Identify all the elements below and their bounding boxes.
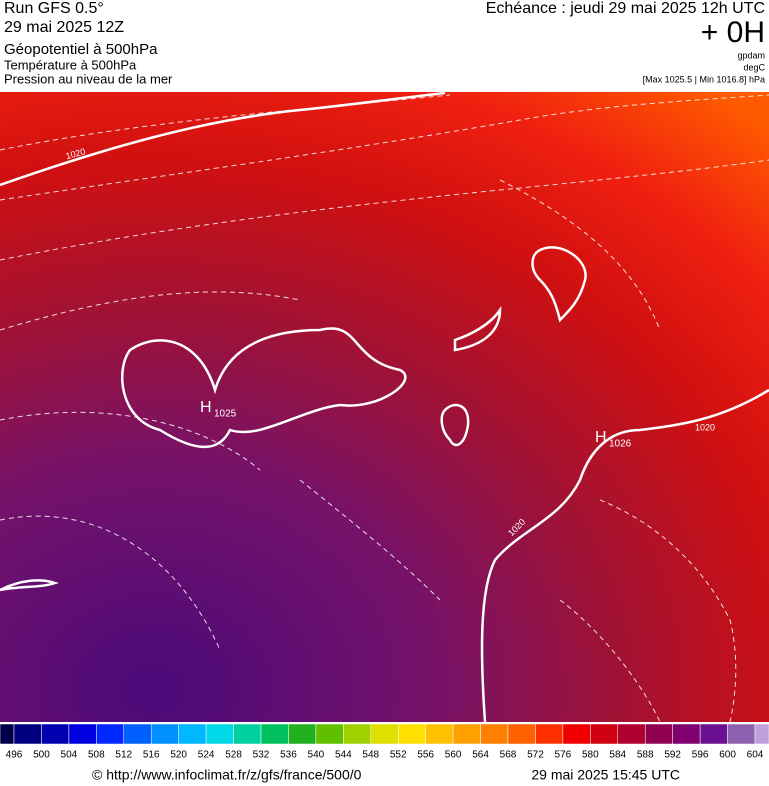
scale-label: 504 — [61, 750, 78, 761]
layer-3: Pression au niveau de la mer — [4, 71, 173, 86]
scale-label: 600 — [719, 750, 736, 761]
scale-swatch — [617, 723, 646, 745]
scale-swatch — [699, 723, 728, 745]
scale-label: 552 — [390, 750, 407, 761]
scale-label: 540 — [308, 750, 325, 761]
high-value: 1025 — [214, 409, 237, 420]
scale-label: 560 — [445, 750, 462, 761]
scale-swatch — [425, 723, 454, 745]
high-value: 1026 — [609, 439, 632, 450]
source-url: © http://www.infoclimat.fr/z/gfs/france/… — [92, 767, 362, 783]
scale-label: 576 — [555, 750, 572, 761]
scale-label: 524 — [198, 750, 215, 761]
scale-swatch — [480, 723, 509, 745]
scale-swatch — [41, 723, 70, 745]
scale-swatch — [535, 723, 564, 745]
scale-swatch — [644, 723, 673, 745]
scale-label: 520 — [170, 750, 187, 761]
offset: + 0H — [701, 16, 765, 49]
scale-swatch — [260, 723, 289, 745]
layer-1: Géopotentiel à 500hPa — [4, 41, 158, 58]
isobar-label: 1020 — [695, 422, 715, 432]
scale-swatch — [0, 723, 15, 745]
scale-swatch — [507, 723, 536, 745]
scale-label: 604 — [747, 750, 764, 761]
scale-swatch — [288, 723, 317, 745]
high-letter: H — [200, 399, 212, 416]
scale-label: 592 — [664, 750, 681, 761]
scale-swatch — [178, 723, 207, 745]
scale-label: 572 — [527, 750, 544, 761]
scale-label: 564 — [472, 750, 489, 761]
scale-label: 496 — [6, 750, 23, 761]
high-letter: H — [595, 429, 607, 446]
run: Run GFS 0.5° — [4, 0, 104, 17]
scale-label: 512 — [115, 750, 132, 761]
scale-swatch — [452, 723, 481, 745]
scale-label: 500 — [33, 750, 50, 761]
scale-label: 544 — [335, 750, 352, 761]
scale-swatch — [754, 723, 769, 745]
scale-label: 568 — [500, 750, 517, 761]
scale-label: 548 — [362, 750, 379, 761]
scale-swatch — [672, 723, 701, 745]
scale-label: 532 — [253, 750, 270, 761]
scale-swatch — [13, 723, 42, 745]
scale-swatch — [123, 723, 152, 745]
range: [Max 1025.5 | Min 1016.8] hPa — [643, 74, 765, 84]
scale-label: 528 — [225, 750, 242, 761]
run-date: 29 mai 2025 12Z — [4, 19, 124, 36]
scale-swatch — [96, 723, 125, 745]
scale-label: 580 — [582, 750, 599, 761]
layer-2: Température à 500hPa — [4, 57, 137, 72]
scale-swatch — [590, 723, 619, 745]
scale-swatch — [68, 723, 97, 745]
scale-swatch — [397, 723, 426, 745]
scale-label: 556 — [417, 750, 434, 761]
timestamp: 29 mai 2025 15:45 UTC — [531, 767, 680, 783]
echeance: Echéance : jeudi 29 mai 2025 12h UTC — [486, 0, 765, 17]
unit: gpdam — [737, 50, 765, 60]
unit: degC — [743, 62, 765, 72]
map: 1020 1020 1020 H 1025 H 1026 — [0, 91, 769, 723]
scale-label: 536 — [280, 750, 297, 761]
scale-swatch — [343, 723, 372, 745]
scale-label: 588 — [637, 750, 654, 761]
scale-swatch — [727, 723, 756, 745]
scale-label: 516 — [143, 750, 160, 761]
scale-swatch — [562, 723, 591, 745]
scale-swatch — [205, 723, 234, 745]
color-scale: 496 500 504 508 512 516 520 524 528 532 536 540 544 5… — [0, 723, 769, 761]
scale-label: 596 — [692, 750, 709, 761]
scale-swatch — [233, 723, 262, 745]
scale-swatch — [315, 723, 344, 745]
scale-label: 508 — [88, 750, 105, 761]
scale-swatch — [150, 723, 179, 745]
scale-swatch — [370, 723, 399, 745]
scale-label: 584 — [609, 750, 626, 761]
